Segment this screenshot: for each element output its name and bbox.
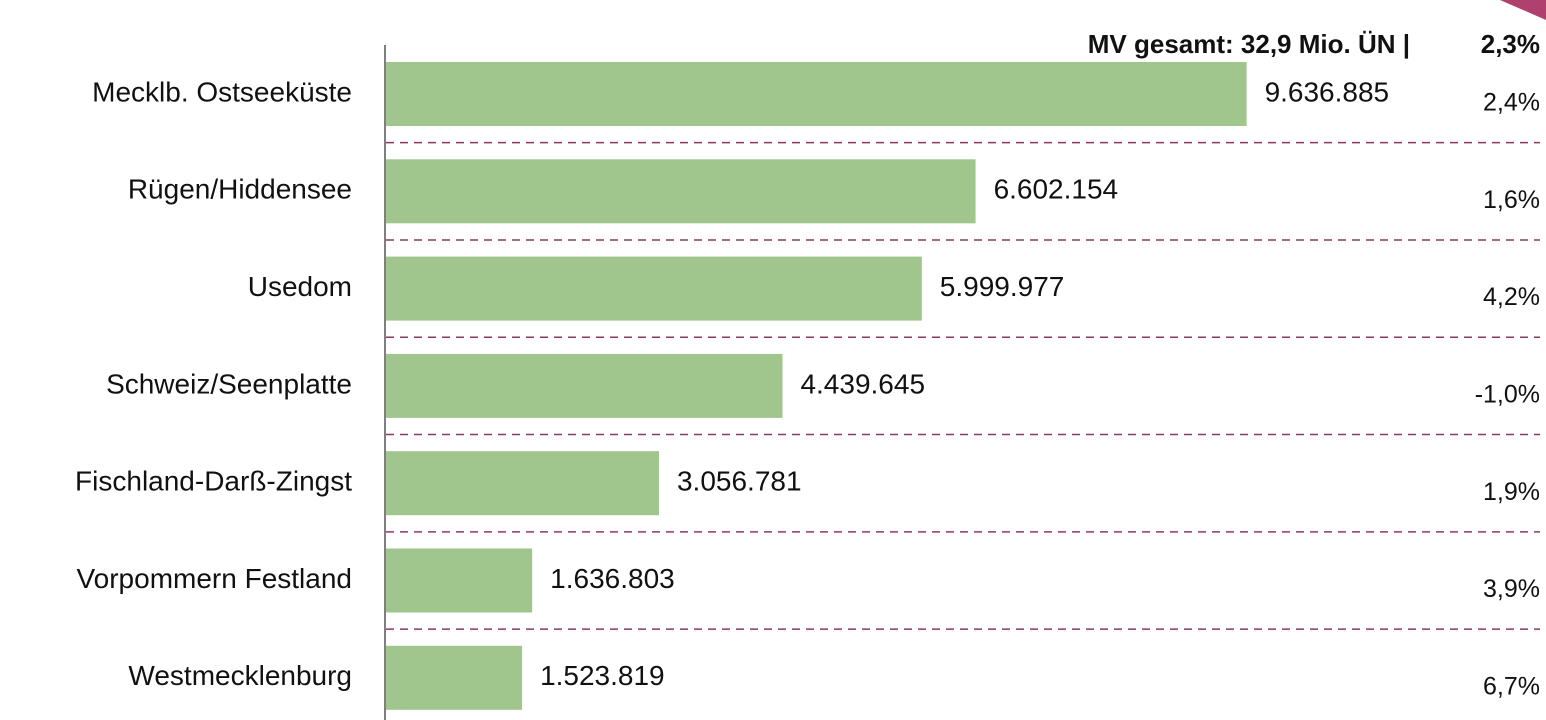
category-label: Mecklb. Ostseeküste <box>92 76 352 107</box>
value-label: 1.636.803 <box>550 563 675 594</box>
value-label: 6.602.154 <box>994 174 1119 205</box>
category-label: Usedom <box>248 271 352 302</box>
bar <box>386 159 976 224</box>
change-label: 4,2% <box>1483 283 1540 311</box>
bar <box>386 256 922 321</box>
category-label: Fischland-Darß-Zingst <box>75 466 352 497</box>
category-label: Vorpommern Festland <box>77 563 352 594</box>
value-label: 3.056.781 <box>677 466 802 497</box>
change-label: 2,4% <box>1483 89 1540 117</box>
bar <box>386 62 1247 126</box>
value-label: 4.439.645 <box>800 368 925 399</box>
change-label: 1,9% <box>1483 478 1540 506</box>
header: MV gesamt: 32,9 Mio. ÜN | <box>1088 29 1410 59</box>
bar <box>386 353 783 418</box>
value-label: 9.636.885 <box>1265 76 1390 107</box>
bar <box>386 548 533 613</box>
corner-decoration <box>1500 0 1546 20</box>
category-label: Westmecklenburg <box>128 660 352 691</box>
value-label: 5.999.977 <box>940 271 1065 302</box>
value-label: 1.523.819 <box>540 660 665 691</box>
category-label: Rügen/Hiddensee <box>128 174 352 205</box>
change-label: 3,9% <box>1483 575 1540 603</box>
category-label: Schweiz/Seenplatte <box>106 368 352 399</box>
change-label: 1,6% <box>1483 186 1540 214</box>
bar <box>386 451 659 516</box>
header-change: 2,3% <box>1481 29 1540 59</box>
bar <box>386 645 523 710</box>
change-label: -1,0% <box>1475 381 1540 409</box>
change-label: 6,7% <box>1483 672 1540 700</box>
